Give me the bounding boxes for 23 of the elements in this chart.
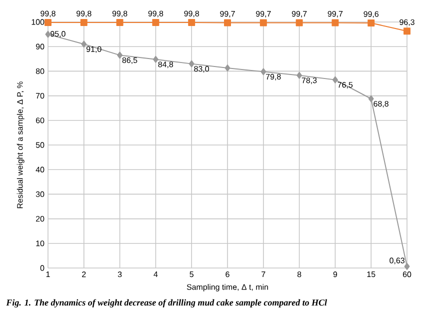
point (117, 52, 123, 59)
point (152, 19, 160, 26)
point (368, 95, 374, 102)
point (332, 76, 338, 84)
point (404, 28, 410, 35)
point (224, 19, 231, 26)
point (404, 262, 410, 270)
point (188, 60, 194, 68)
point (188, 19, 196, 26)
point (296, 72, 302, 79)
point (44, 19, 52, 26)
point (296, 19, 303, 26)
caption: Fig. 1. The dynamics of weight decrease of drilling mud cake sample compared to HCl (6, 299, 327, 308)
point (260, 68, 266, 76)
point (45, 30, 51, 38)
point (80, 19, 88, 26)
point (332, 19, 339, 26)
point (81, 40, 87, 48)
point (368, 19, 375, 26)
point (260, 19, 267, 26)
point (116, 19, 124, 26)
point (152, 56, 158, 63)
point (224, 64, 230, 72)
